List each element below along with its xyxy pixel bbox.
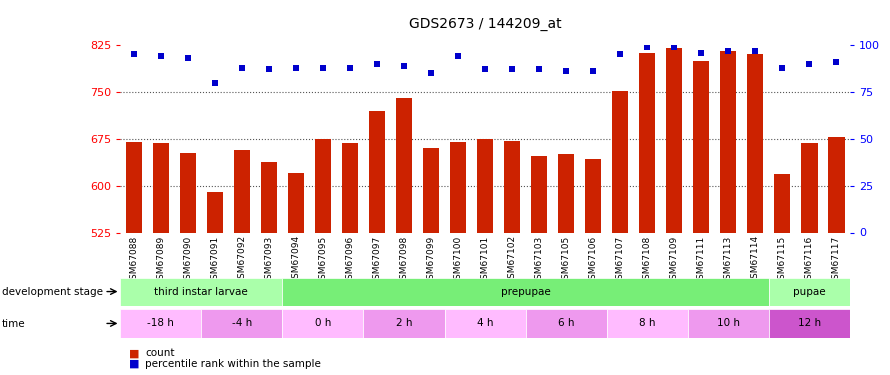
Text: development stage: development stage <box>2 287 102 297</box>
Bar <box>748 54 764 232</box>
Bar <box>450 142 466 232</box>
Bar <box>396 98 412 232</box>
Bar <box>769 309 850 338</box>
Bar <box>444 309 526 338</box>
Text: time: time <box>2 319 26 328</box>
Bar <box>585 159 602 232</box>
Bar <box>774 174 790 232</box>
Text: GDS2673 / 144209_at: GDS2673 / 144209_at <box>409 17 562 32</box>
Bar <box>125 142 142 232</box>
Bar <box>282 278 769 306</box>
Bar <box>531 156 547 232</box>
Bar <box>363 309 444 338</box>
Bar <box>526 309 607 338</box>
Bar <box>180 153 196 232</box>
Bar <box>558 154 574 232</box>
Text: -18 h: -18 h <box>147 318 174 328</box>
Bar <box>423 148 439 232</box>
Text: 4 h: 4 h <box>477 318 493 328</box>
Bar <box>769 278 850 306</box>
Bar <box>639 53 655 232</box>
Text: prepupae: prepupae <box>501 286 551 297</box>
Bar <box>720 51 736 232</box>
Bar <box>261 162 277 232</box>
Text: count: count <box>145 348 174 358</box>
Text: ■: ■ <box>129 348 140 358</box>
Bar <box>287 173 304 232</box>
Text: ■: ■ <box>129 359 140 369</box>
Text: 6 h: 6 h <box>558 318 574 328</box>
Bar <box>666 48 683 232</box>
Bar <box>201 309 282 338</box>
Bar <box>607 309 688 338</box>
Bar <box>342 143 358 232</box>
Bar <box>612 91 628 232</box>
Bar <box>801 143 818 232</box>
Text: 2 h: 2 h <box>396 318 412 328</box>
Bar <box>368 111 385 232</box>
Bar <box>120 309 201 338</box>
Bar <box>315 139 331 232</box>
Bar <box>477 139 493 232</box>
Bar <box>206 192 222 232</box>
Bar <box>693 61 709 232</box>
Text: 12 h: 12 h <box>797 318 821 328</box>
Text: third instar larvae: third instar larvae <box>154 286 248 297</box>
Text: 0 h: 0 h <box>315 318 331 328</box>
Bar <box>152 143 169 232</box>
Text: pupae: pupae <box>793 286 826 297</box>
Bar <box>234 150 250 232</box>
Bar <box>504 141 520 232</box>
Text: 10 h: 10 h <box>716 318 740 328</box>
Text: -4 h: -4 h <box>231 318 252 328</box>
Bar <box>120 278 282 306</box>
Bar <box>282 309 363 338</box>
Bar <box>688 309 769 338</box>
Text: percentile rank within the sample: percentile rank within the sample <box>145 359 321 369</box>
Text: 8 h: 8 h <box>639 318 655 328</box>
Bar <box>829 137 845 232</box>
